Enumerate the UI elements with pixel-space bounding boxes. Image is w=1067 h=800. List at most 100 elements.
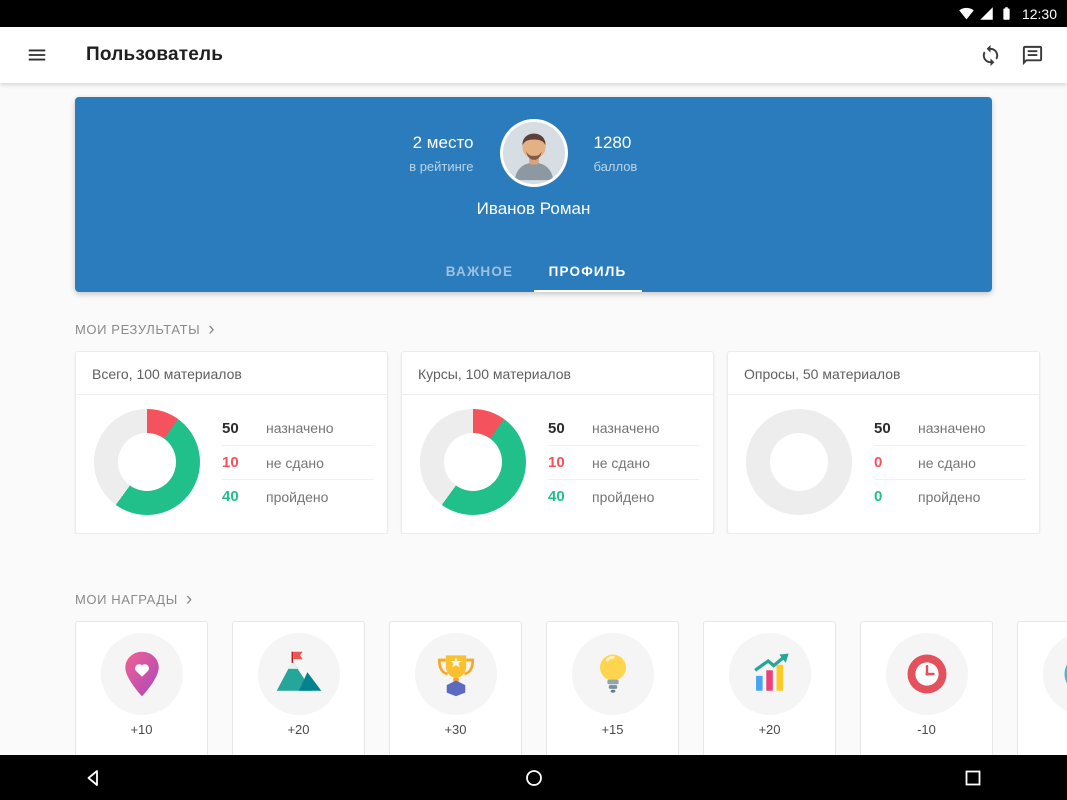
growth-chart-icon: [753, 653, 789, 691]
wifi-icon: [959, 6, 974, 21]
results-section-header[interactable]: МОИ РЕЗУЛЬТАТЫ ›: [0, 319, 1067, 340]
legend-row: 40 пройдено: [548, 479, 699, 513]
sync-button[interactable]: [969, 34, 1011, 76]
status-time: 12:30: [1021, 5, 1057, 22]
donut-chart: [94, 409, 200, 515]
results-cards-row: Всего, 100 материалов 50 назначено 10 не…: [0, 351, 1067, 534]
legend-value: 40: [548, 488, 565, 505]
award-card[interactable]: [1017, 621, 1067, 771]
legend-label: не сдано: [918, 454, 976, 471]
battery-icon: [999, 6, 1014, 21]
app-bar: Пользователь: [0, 27, 1067, 83]
divider: [76, 394, 387, 395]
legend-value: 10: [222, 454, 239, 471]
legend-row: 50 назначено: [222, 411, 373, 445]
pin-heart-icon: [124, 651, 159, 697]
avatar-photo: [502, 122, 565, 184]
signal-icon: [979, 6, 994, 21]
chat-icon: [1022, 45, 1042, 65]
mountain-icon: [276, 651, 321, 691]
clock-icon: [907, 654, 946, 694]
lightbulb-icon: [599, 654, 626, 693]
messages-button[interactable]: [1011, 34, 1053, 76]
legend-value: 0: [874, 454, 883, 471]
award-icon-circle: [885, 633, 968, 715]
award-card[interactable]: +20: [703, 621, 836, 771]
profile-card: 2 место в рейтинге 1280 баллов Иванов Ро…: [75, 97, 992, 292]
legend-value: 10: [548, 454, 565, 471]
hamburger-icon: [28, 49, 46, 61]
home-button[interactable]: [512, 756, 556, 800]
legend-label: назначено: [918, 420, 986, 436]
legend-value: 50: [548, 419, 565, 437]
award-card[interactable]: +10: [75, 621, 208, 771]
donut-hole: [118, 433, 176, 491]
avatar[interactable]: [499, 119, 568, 187]
awards-section-header[interactable]: МОИ НАГРАДЫ ›: [0, 589, 1067, 610]
award-icon-circle: [100, 633, 183, 715]
award-icon-circle: [257, 633, 340, 715]
donut-chart: [746, 409, 852, 515]
donut-hole: [444, 433, 502, 491]
points-stat: 1280 баллов: [594, 133, 724, 174]
tab-important[interactable]: ВАЖНОЕ: [426, 251, 534, 292]
android-nav-bar: [0, 755, 1067, 800]
status-bar: 12:30: [0, 0, 1067, 27]
donut-hole: [770, 433, 828, 491]
divider: [728, 394, 1039, 395]
results-section-title: МОИ РЕЗУЛЬТАТЫ: [75, 322, 201, 337]
check-badge-icon: [1064, 663, 1067, 685]
menu-button[interactable]: [16, 34, 58, 76]
legend-row: 50 назначено: [874, 411, 1025, 445]
recents-icon: [965, 770, 981, 785]
legend-value: 0: [874, 488, 883, 505]
awards-section-title: МОИ НАГРАДЫ: [75, 592, 178, 607]
donut-chart: [420, 409, 526, 515]
award-card[interactable]: +20: [232, 621, 365, 771]
legend-label: не сдано: [592, 454, 650, 471]
profile-stats: 2 место в рейтинге 1280 баллов: [75, 97, 992, 187]
back-button[interactable]: [72, 756, 116, 800]
chevron-right-icon: ›: [208, 319, 216, 340]
legend-value: 50: [874, 419, 891, 437]
legend-label: назначено: [266, 420, 334, 436]
legend-label: пройдено: [266, 488, 329, 505]
award-card[interactable]: +30: [389, 621, 522, 771]
profile-tabs: ВАЖНОЕ ПРОФИЛЬ: [75, 251, 992, 292]
legend-label: назначено: [592, 420, 660, 436]
home-icon: [525, 769, 542, 786]
tab-profile[interactable]: ПРОФИЛЬ: [533, 251, 642, 292]
award-icon-circle: [1042, 633, 1067, 715]
points-value: 1280: [593, 132, 632, 152]
results-card-courses: Курсы, 100 материалов 50 назначено 10 не…: [401, 351, 714, 534]
trophy-icon: [437, 655, 474, 697]
results-card-title: Всего, 100 материалов: [92, 366, 242, 382]
recents-button[interactable]: [951, 756, 995, 800]
results-card-title: Курсы, 100 материалов: [418, 366, 571, 382]
rank-label: в рейтинге: [409, 158, 474, 174]
chevron-right-icon: ›: [185, 589, 193, 610]
award-card[interactable]: -10: [860, 621, 993, 771]
legend-label: не сдано: [266, 454, 324, 471]
legend-row: 0 пройдено: [874, 479, 1025, 513]
award-card[interactable]: +15: [546, 621, 679, 771]
award-points: +15: [601, 722, 624, 737]
award-points: +20: [758, 722, 781, 737]
legend: 50 назначено 0 не сдано 0 пройдено: [874, 411, 1025, 513]
award-points: -10: [917, 722, 936, 737]
award-icon-circle: [571, 633, 654, 715]
back-icon: [87, 769, 98, 786]
results-card-title: Опросы, 50 материалов: [744, 366, 901, 382]
award-icon-circle: [728, 633, 811, 715]
sync-icon: [982, 44, 998, 66]
rank-value: 2 место: [412, 132, 474, 152]
legend: 50 назначено 10 не сдано 40 пройдено: [548, 411, 699, 513]
awards-row: +10 +20 +30: [0, 621, 1067, 771]
legend-label: пройдено: [592, 488, 655, 505]
page-title: Пользователь: [86, 44, 224, 65]
user-name: Иванов Роман: [476, 199, 591, 218]
legend-row: 50 назначено: [548, 411, 699, 445]
legend-row: 10 не сдано: [222, 445, 373, 479]
legend-value: 40: [222, 488, 239, 505]
divider: [402, 394, 713, 395]
